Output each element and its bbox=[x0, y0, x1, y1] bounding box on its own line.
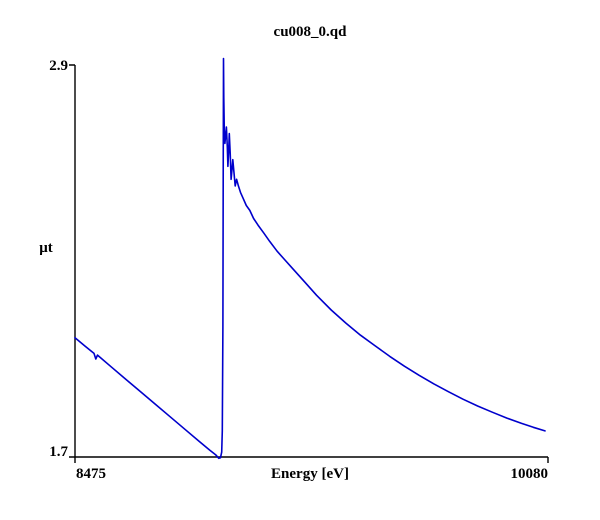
axis-tick-marks bbox=[69, 64, 549, 463]
chart-title: cu008_0.qd bbox=[273, 24, 347, 40]
x-axis-label: Energy [eV] bbox=[271, 466, 349, 482]
y-axis-tick-min: 1.7 bbox=[49, 444, 68, 460]
y-axis-tick-max: 2.9 bbox=[49, 58, 68, 74]
x-axis-tick-max: 10080 bbox=[510, 466, 549, 482]
y-axis-label: μt bbox=[39, 240, 53, 256]
spectrum-curve bbox=[74, 57, 546, 460]
x-axis-tick-min: 8475 bbox=[76, 466, 106, 482]
axis-lines bbox=[74, 65, 548, 458]
